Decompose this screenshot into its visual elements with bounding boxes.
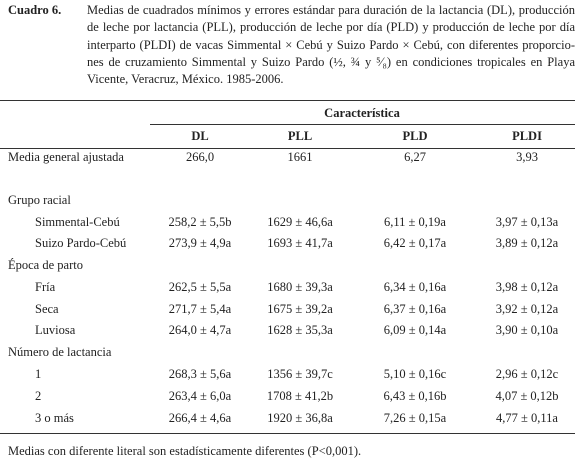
cell: 1708 ± 41,2b	[266, 389, 334, 403]
group-label: Número de lactancia	[8, 345, 112, 359]
caption-line: de leche por lactancia (PLL), producción…	[87, 20, 575, 35]
cell: 6,27	[404, 150, 426, 164]
cell: 4,77 ± 0,11a	[496, 411, 558, 425]
row-label: 3 o más	[35, 411, 74, 425]
row-label: Suizo Pardo-Cebú	[35, 236, 127, 250]
column-header: PLL	[287, 129, 313, 143]
cell: 262,5 ± 5,5a	[168, 280, 232, 294]
group-label: Grupo racial	[8, 193, 71, 207]
row-label: Simmental-Cebú	[35, 215, 120, 229]
cell: 273,9 ± 4,9a	[168, 236, 232, 250]
cell: 1680 ± 39,3a	[267, 280, 333, 294]
footnote: Medias con diferente literal son estadís…	[8, 444, 362, 458]
cell: 1920 ± 36,8a	[267, 411, 333, 425]
spanner: Característica	[324, 106, 400, 120]
caption-line: Medias de cuadrados mínimos y errores es…	[87, 3, 575, 17]
cell: 6,43 ± 0,16b	[383, 389, 447, 403]
cell: 1693 ± 41,7a	[267, 236, 333, 250]
row-label: Fría	[35, 280, 56, 294]
cell: 3,90 ± 0,10a	[495, 323, 559, 337]
caption-line: nes de cruzamiento Simmental y Suizo Par…	[87, 54, 575, 69]
cell: 266,0	[185, 150, 215, 164]
cell: 1356 ± 39,7c	[267, 367, 333, 381]
group-label: Época de parto	[8, 258, 83, 272]
column-header: DL	[191, 129, 209, 143]
cell: 1629 ± 46,6a	[267, 215, 333, 229]
caption-line: interparto (PLDI) de vacas Simmental × C…	[87, 37, 575, 52]
cell: 264,0 ± 4,7a	[168, 323, 232, 337]
cell: 268,3 ± 5,6a	[168, 367, 232, 381]
row-label: Luviosa	[35, 323, 76, 337]
cell: 4,07 ± 0,12b	[495, 389, 559, 403]
cell: 3,98 ± 0,12a	[495, 280, 559, 294]
header-rule	[0, 148, 575, 149]
caption-line: Vicente, Veracruz, México. 1985-2006.	[87, 72, 284, 87]
cell: 5,10 ± 0,16c	[383, 367, 447, 381]
cell: 3,89 ± 0,12a	[495, 236, 559, 250]
cell: 3,97 ± 0,13a	[495, 215, 559, 229]
cell: 7,26 ± 0,15a	[383, 411, 447, 425]
cell: 271,7 ± 5,4a	[168, 302, 232, 316]
cell: 3,92 ± 0,12a	[495, 302, 559, 316]
row-label: Media general ajustada	[8, 150, 124, 164]
cell: 2,96 ± 0,12c	[495, 367, 559, 381]
cell: 258,2 ± 5,5b	[168, 215, 232, 229]
cell: 6,37 ± 0,16a	[383, 302, 447, 316]
cell: 3,93	[516, 150, 538, 164]
cell: 6,34 ± 0,16a	[383, 280, 447, 294]
top-rule	[0, 100, 575, 101]
caption-label: Cuadro 6.	[8, 3, 62, 17]
cell: 1675 ± 39,2a	[267, 302, 333, 316]
bottom-rule	[0, 433, 575, 434]
column-header: PLD	[402, 129, 428, 143]
spanner-rule	[150, 124, 575, 125]
row-label: 1	[35, 367, 42, 381]
cell: 263,4 ± 6,0a	[168, 389, 232, 403]
cell: 6,42 ± 0,17a	[383, 236, 447, 250]
cell: 6,09 ± 0,14a	[383, 323, 447, 337]
row-label: 2	[35, 389, 42, 403]
cell: 6,11 ± 0,19a	[384, 215, 446, 229]
cell: 266,4 ± 4,6a	[168, 411, 232, 425]
cell: 1661	[287, 150, 313, 164]
cell: 1628 ± 35,3a	[267, 323, 333, 337]
column-header: PLDI	[512, 129, 542, 143]
row-label: Seca	[35, 302, 59, 316]
